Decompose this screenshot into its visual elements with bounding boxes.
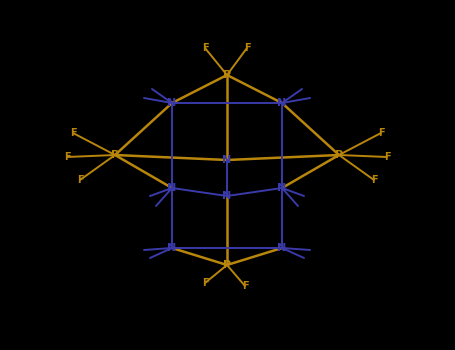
Text: P: P [223, 260, 231, 270]
Text: N: N [167, 183, 177, 193]
Text: F: F [202, 43, 208, 53]
Text: F: F [378, 128, 384, 138]
Text: P: P [223, 70, 231, 80]
Text: N: N [167, 98, 177, 108]
Text: N: N [278, 243, 287, 253]
Text: F: F [202, 278, 208, 288]
Text: F: F [64, 152, 71, 162]
Text: P: P [111, 150, 119, 160]
Text: F: F [244, 43, 250, 53]
Text: F: F [77, 175, 83, 185]
Text: P: P [335, 150, 343, 160]
Text: N: N [278, 183, 287, 193]
Text: F: F [371, 175, 377, 185]
Text: F: F [70, 128, 76, 138]
Text: F: F [242, 281, 248, 291]
Text: N: N [167, 243, 177, 253]
Text: F: F [384, 152, 390, 162]
Text: N: N [222, 155, 232, 165]
Text: N: N [222, 191, 232, 201]
Text: N: N [278, 98, 287, 108]
